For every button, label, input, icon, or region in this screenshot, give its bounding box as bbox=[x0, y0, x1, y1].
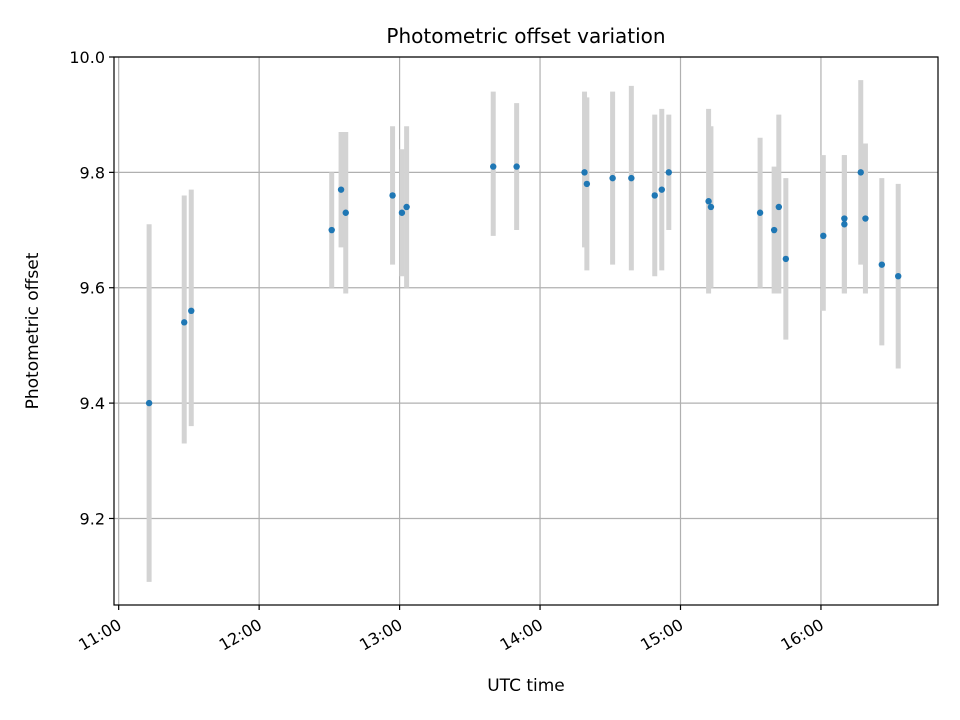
data-point bbox=[820, 232, 827, 240]
data-point bbox=[342, 209, 349, 216]
y-axis-ticks: 9.2 9.4 9.6 9.8 10.0 bbox=[69, 48, 114, 528]
data-point bbox=[389, 192, 396, 199]
y-tick-label: 9.2 bbox=[80, 509, 105, 528]
data-point bbox=[665, 169, 672, 176]
data-point bbox=[513, 163, 520, 170]
data-point bbox=[658, 186, 665, 193]
data-point bbox=[770, 226, 778, 234]
data-point bbox=[782, 255, 790, 263]
y-axis-label: Photometric offset bbox=[23, 252, 43, 409]
y-tick-label: 9.8 bbox=[80, 163, 105, 182]
y-tick-label: 10.0 bbox=[69, 48, 105, 67]
data-point bbox=[403, 203, 410, 211]
chart-title: Photometric offset variation bbox=[386, 24, 665, 48]
x-axis-label: UTC time bbox=[487, 676, 565, 696]
data-point bbox=[490, 163, 497, 170]
data-point bbox=[756, 209, 764, 216]
data-point bbox=[398, 209, 406, 216]
data-point bbox=[145, 399, 153, 407]
data-point bbox=[188, 307, 195, 315]
data-point bbox=[609, 174, 616, 182]
data-points bbox=[145, 163, 902, 407]
data-point bbox=[895, 273, 902, 280]
y-tick-label: 9.6 bbox=[80, 279, 105, 298]
data-point bbox=[857, 169, 864, 176]
y-tick-label: 9.4 bbox=[80, 394, 105, 413]
data-point bbox=[841, 221, 848, 228]
data-point bbox=[707, 203, 715, 211]
data-point bbox=[862, 215, 869, 222]
data-point bbox=[841, 215, 848, 222]
data-point bbox=[775, 203, 783, 211]
data-point bbox=[328, 226, 335, 234]
plot-frame bbox=[113, 56, 939, 606]
data-point bbox=[651, 192, 658, 199]
data-point bbox=[628, 174, 635, 182]
data-point bbox=[581, 169, 588, 176]
data-point bbox=[181, 319, 188, 326]
data-point bbox=[705, 198, 712, 205]
data-point bbox=[878, 261, 886, 268]
data-point bbox=[337, 186, 345, 193]
data-point bbox=[583, 180, 591, 188]
